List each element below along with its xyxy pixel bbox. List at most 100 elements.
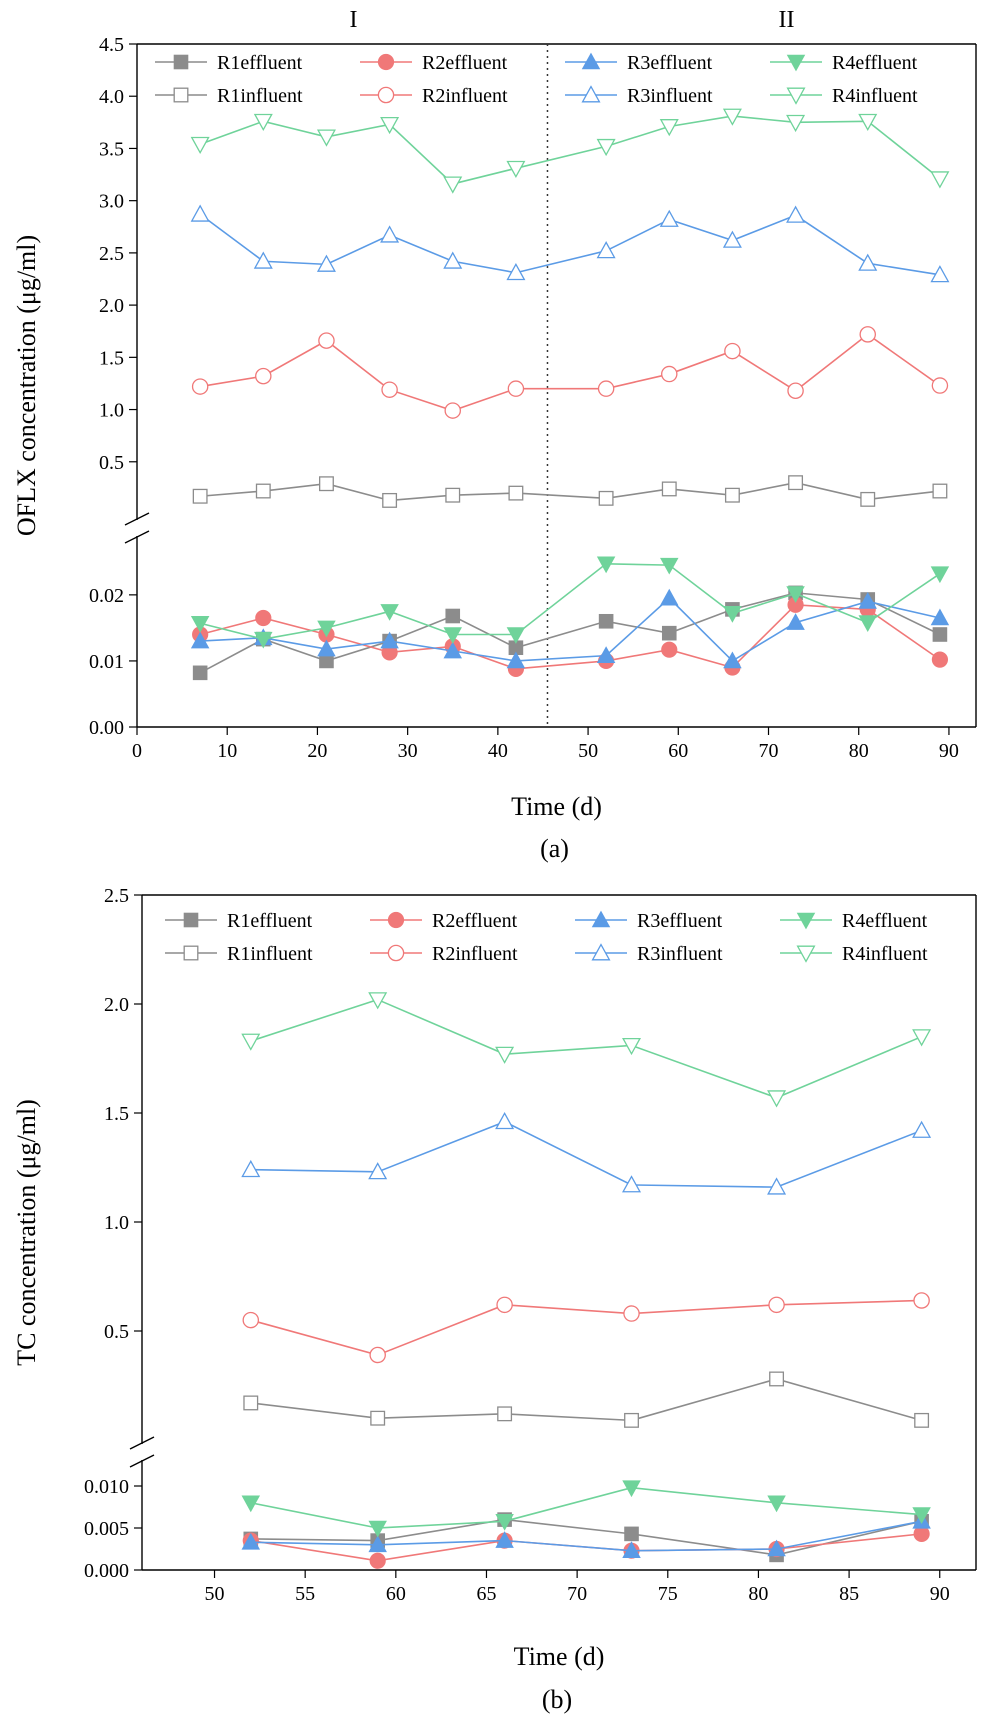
data-point-R2effluent — [369, 1552, 386, 1569]
y-tick-label-lower: 0.02 — [89, 585, 124, 607]
series-line-R2effluent — [199, 603, 941, 670]
y-tick-label-upper: 3.0 — [99, 191, 124, 213]
axis-break-mark — [129, 1436, 155, 1450]
series-line-R3influent — [199, 213, 941, 276]
series-R3influent — [190, 204, 950, 283]
data-point-R3effluent — [858, 592, 877, 609]
series-R3effluent — [241, 1511, 931, 1558]
series-line-R1influent — [250, 1378, 922, 1422]
legend-item-R1effluent: R1effluent — [155, 52, 303, 74]
y-tick-label-upper: 3.5 — [99, 138, 124, 160]
data-point-R4influent — [767, 1090, 787, 1108]
data-point-R2influent — [661, 365, 678, 383]
data-point-R4effluent — [660, 557, 679, 575]
data-point-R4effluent — [858, 615, 877, 633]
x-tick-label: 60 — [668, 740, 688, 762]
series-R1influent — [243, 1371, 930, 1428]
data-point-R1influent — [661, 481, 677, 497]
legend-item-R3effluent: R3effluent — [565, 52, 713, 74]
data-point-R1influent — [860, 491, 876, 507]
data-point-R3effluent — [723, 651, 742, 669]
legend-label: R3effluent — [637, 910, 723, 932]
data-point-R4effluent — [241, 1495, 261, 1513]
data-point-R4effluent — [495, 1513, 514, 1531]
legend-label: R2effluent — [432, 910, 518, 932]
data-point-R4influent — [722, 108, 742, 126]
y-tick-label-lower: 0.01 — [89, 651, 124, 673]
data-point-R2influent — [369, 1346, 386, 1364]
data-point-R2influent — [444, 402, 462, 419]
x-tick-label: 55 — [295, 1583, 315, 1605]
x-tick-label: 60 — [386, 1583, 406, 1605]
data-point-R4effluent — [380, 604, 399, 621]
legend-item-R2influent: R2influent — [360, 85, 508, 107]
legend-label: R3influent — [627, 85, 713, 107]
legend-item-R4effluent: R4effluent — [780, 910, 928, 932]
x-tick-label: 20 — [307, 740, 327, 762]
data-point-R2influent — [913, 1292, 930, 1309]
legend-label: R2influent — [422, 85, 508, 107]
data-point-R3effluent — [622, 1541, 641, 1558]
legend-item-R1effluent: R1effluent — [165, 910, 313, 932]
series-line-R2influent — [200, 333, 941, 412]
data-point-R2influent — [787, 382, 804, 400]
data-point-R3influent — [380, 225, 400, 243]
series-R4effluent — [241, 1480, 931, 1538]
data-point-R2influent — [859, 326, 876, 343]
data-point-R1influent — [788, 475, 804, 491]
legend-marker — [581, 52, 601, 70]
series-line-R1effluent — [250, 1518, 922, 1556]
data-point-R1influent — [497, 1406, 513, 1422]
series-line-R4influent — [199, 115, 941, 185]
data-point-R1influent — [255, 483, 271, 499]
x-tick-label: 85 — [839, 1583, 859, 1605]
legend-marker — [183, 945, 199, 961]
legend-marker — [581, 85, 601, 103]
data-point-R3effluent — [190, 631, 210, 649]
series-line-R3effluent — [200, 597, 941, 662]
legend-item-R3influent: R3influent — [575, 943, 723, 965]
data-point-R4influent — [930, 171, 950, 189]
x-tick-label: 75 — [658, 1583, 678, 1605]
data-point-R3influent — [253, 251, 273, 269]
data-point-R4effluent — [506, 627, 526, 644]
legend-marker — [173, 54, 189, 70]
data-point-R1influent — [769, 1371, 785, 1387]
legend-label: R1influent — [217, 85, 303, 107]
data-point-R1influent — [192, 488, 208, 504]
data-point-R1influent — [914, 1412, 930, 1428]
y-tick-label-upper: 0.5 — [99, 452, 124, 474]
legend-marker — [796, 912, 816, 930]
data-point-R2influent — [724, 342, 741, 360]
data-point-R4effluent — [622, 1480, 641, 1498]
legend-marker — [183, 912, 199, 928]
legend-label: R1influent — [227, 943, 313, 965]
legend-item-R4influent: R4influent — [780, 943, 928, 965]
series-R4influent — [241, 992, 932, 1108]
legend-item-R1influent: R1influent — [155, 85, 303, 107]
data-point-R2influent — [768, 1296, 785, 1314]
data-point-R3effluent — [317, 639, 336, 657]
series-line-R1effluent — [199, 592, 941, 674]
series-R3effluent — [190, 588, 950, 669]
legend-marker — [377, 86, 395, 104]
axis-break-mark — [124, 530, 150, 544]
data-point-R1effluent — [598, 613, 614, 629]
series-R4effluent — [190, 556, 950, 649]
y-tick-label-upper: 4.5 — [99, 34, 124, 56]
data-point-R3influent — [659, 209, 679, 227]
y-tick-label-upper: 1.0 — [104, 1212, 129, 1234]
y-tick-label-upper: 2.0 — [99, 295, 124, 317]
x-tick-label: 50 — [205, 1583, 225, 1605]
data-point-R4effluent — [930, 566, 950, 584]
data-point-R2influent — [242, 1311, 260, 1329]
data-point-R4influent — [596, 138, 616, 157]
data-point-R4influent — [659, 119, 679, 137]
series-R3influent — [241, 1111, 932, 1195]
legend-marker — [591, 910, 611, 928]
x-tick-label: 70 — [759, 740, 779, 762]
x-tick-label: 10 — [217, 740, 237, 762]
series-R1influent — [192, 475, 948, 508]
legend-item-R4effluent: R4effluent — [770, 52, 918, 74]
series-R1effluent — [243, 1512, 929, 1563]
